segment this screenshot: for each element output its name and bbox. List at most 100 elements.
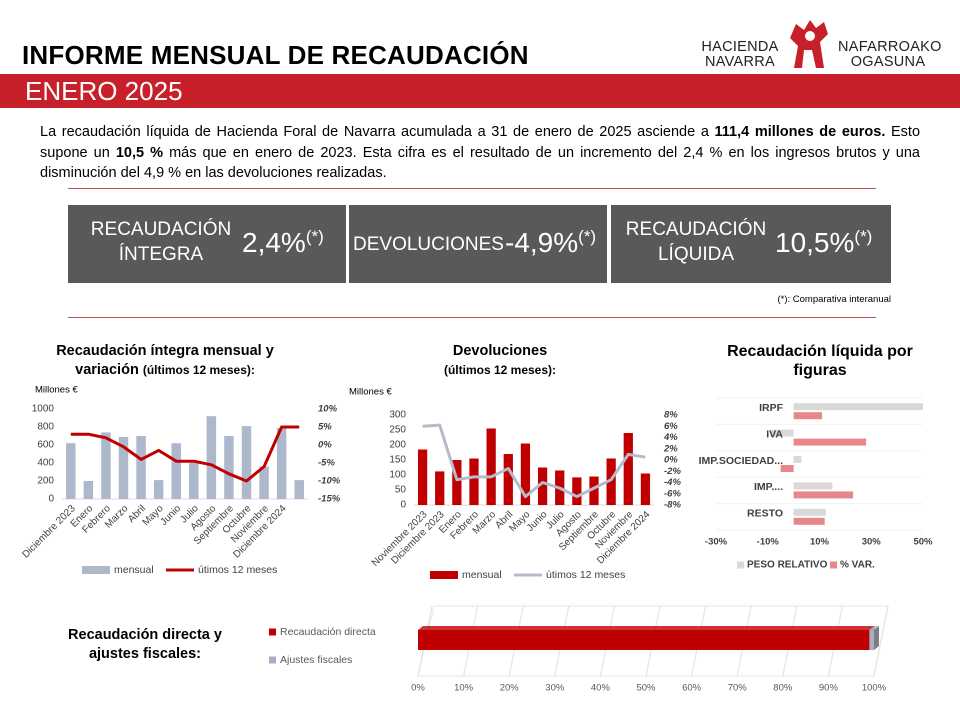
bar: [418, 630, 870, 650]
chart-title: Recaudación directa y ajustes fiscales:: [68, 627, 222, 662]
logo-text: HACIENDA NAVARRA: [700, 40, 780, 70]
chart-title-main: Devoluciones: [452, 343, 548, 359]
y2-tick-label: 6%: [664, 421, 678, 432]
y-tick-label: 1000: [32, 404, 55, 415]
bar: [589, 476, 599, 505]
bar: [435, 471, 445, 505]
bar: [503, 454, 513, 505]
divider: [68, 317, 876, 318]
kpi-label: RECAUDACIÓN ÍNTEGRA: [90, 219, 232, 265]
bar: [869, 630, 874, 650]
legend-swatch: [82, 566, 110, 574]
bar-top: [418, 626, 875, 630]
legend-swatch: [269, 656, 276, 664]
bar: [793, 456, 802, 463]
x-tick-label: 60%: [682, 683, 702, 694]
x-tick-label: 30%: [545, 683, 565, 694]
bar: [136, 436, 146, 499]
y2-tick-label: -2%: [664, 466, 681, 477]
logo-figure: [790, 20, 828, 68]
x-tick-label: 10%: [810, 537, 830, 548]
x-tick-label: 50%: [913, 537, 933, 548]
report-title: INFORME MENSUAL DE RECAUDACIÓN: [22, 40, 529, 70]
bar: [623, 433, 633, 505]
chart-title: Recaudación íntegra mensual y variación …: [25, 342, 305, 380]
x-tick-label: 90%: [819, 683, 839, 694]
bar: [101, 432, 111, 499]
x-tick-label: 40%: [591, 683, 611, 694]
y-tick-label: 300: [389, 410, 406, 421]
footnote: (*): Comparativa interanual: [777, 294, 891, 305]
kpi-label: RECAUDACIÓN LÍQUIDA: [625, 219, 767, 265]
y-axis-label: Millones €: [349, 387, 392, 398]
y2-tick-label: 10%: [318, 404, 338, 415]
grid-line: [873, 605, 889, 677]
y-tick-label: 0: [48, 494, 54, 505]
y2-tick-label: 2%: [663, 443, 678, 454]
x-tick-label: Diciembre 2023: [20, 503, 78, 561]
y-axis-label: Millones €: [35, 385, 78, 396]
x-tick-label: 20%: [500, 683, 520, 694]
y-tick-label: 600: [37, 440, 54, 451]
kpi-number: 2,4%: [242, 227, 306, 258]
logo-line: HACIENDA: [701, 39, 779, 55]
category-label: IMP.SOCIEDAD...: [699, 455, 783, 467]
x-tick-label: 50%: [636, 683, 656, 694]
bar: [770, 429, 794, 437]
period: ENERO 2025: [25, 76, 183, 106]
kpi-value: 10,5%(*): [775, 227, 872, 259]
y2-tick-label: -10%: [318, 476, 341, 487]
legend-label: Recaudación directa: [280, 626, 376, 638]
kpi-note: (*): [854, 227, 873, 246]
x-tick-label: -10%: [757, 537, 780, 548]
summary-run: Esto supone un: [40, 124, 921, 161]
legend-label: útimos 12 meses: [198, 564, 277, 576]
y-tick-label: 250: [389, 425, 406, 436]
bar: [189, 463, 199, 499]
legend-swatch: [737, 561, 744, 569]
bar: [224, 436, 234, 499]
bar: [66, 443, 76, 499]
bar-segment: [418, 626, 875, 650]
y2-tick-label: -8%: [664, 500, 681, 511]
bar: [793, 412, 823, 420]
chart-subtitle: (últimos 12 meses):: [443, 363, 557, 377]
summary-run: La recaudación líquida de Hacienda Foral…: [40, 124, 715, 140]
bar: [241, 426, 252, 499]
x-tick-label: -30%: [705, 537, 728, 548]
period-band: ENERO 2025: [0, 74, 960, 108]
bar: [153, 480, 164, 499]
bar: [640, 473, 651, 505]
legend-label: % VAR.: [840, 560, 875, 571]
bar: [417, 449, 428, 505]
y-tick-label: 400: [37, 458, 54, 469]
chart-title: Devoluciones (últimos 12 meses):: [400, 342, 600, 380]
y-tick-label: 0: [400, 500, 406, 511]
bar-side: [874, 626, 879, 650]
bar: [606, 458, 616, 505]
y-tick-label: 50: [395, 485, 407, 496]
summary-run: 10,5 %: [115, 144, 164, 161]
y2-tick-label: -5%: [318, 458, 335, 469]
logo-detail: [805, 31, 815, 41]
y2-tick-label: 0%: [318, 440, 332, 451]
x-tick-label: 70%: [728, 683, 748, 694]
logo-line: NAVARRA: [704, 54, 776, 70]
y-tick-label: 200: [389, 440, 406, 451]
bar: [469, 458, 479, 505]
logo-mark: [790, 20, 828, 68]
legend-swatch: [269, 628, 276, 636]
x-tick-label: 0%: [411, 683, 425, 694]
bar: [259, 466, 269, 499]
y-tick-label: 150: [389, 455, 406, 466]
y2-tick-label: 0%: [664, 455, 678, 466]
bar: [83, 481, 94, 499]
y2-tick-label: 8%: [664, 410, 678, 421]
logo-line: OGASUNA: [850, 54, 926, 70]
x-tick-label: 100%: [862, 683, 887, 694]
bar: [171, 443, 181, 499]
bar: [537, 467, 548, 505]
legend-swatch: [830, 561, 837, 569]
bar: [572, 477, 582, 505]
